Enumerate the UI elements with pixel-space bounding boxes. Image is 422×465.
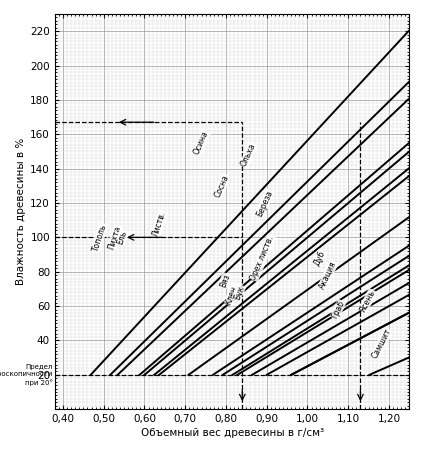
Text: Предел
гигроскопичности
при 20°: Предел гигроскопичности при 20° xyxy=(0,364,53,386)
X-axis label: Объемный вес древесины в г/см³: Объемный вес древесины в г/см³ xyxy=(141,428,324,438)
Text: Осина: Осина xyxy=(192,130,211,156)
Text: Бук: Бук xyxy=(233,284,246,301)
Text: Ясень: Ясень xyxy=(358,288,377,313)
Text: Тополь: Тополь xyxy=(91,222,108,252)
Text: Акация: Акация xyxy=(317,260,338,291)
Text: Самшит: Самшит xyxy=(370,327,393,360)
Text: Орех листв.: Орех листв. xyxy=(249,234,276,282)
Text: Вяз: Вяз xyxy=(218,272,231,288)
Text: Ель: Ель xyxy=(116,229,129,246)
Text: Пихта: Пихта xyxy=(107,224,123,250)
Text: Дуб: Дуб xyxy=(312,249,327,267)
Text: Береза: Береза xyxy=(255,188,274,218)
Text: Листв.: Листв. xyxy=(151,210,168,238)
Text: Клен,: Клен, xyxy=(224,282,240,306)
Text: Граб: Граб xyxy=(330,299,346,320)
Text: Ольха: Ольха xyxy=(239,142,257,168)
Text: Сосна: Сосна xyxy=(213,173,231,199)
Y-axis label: Влажность древесины в %: Влажность древесины в % xyxy=(16,138,26,285)
